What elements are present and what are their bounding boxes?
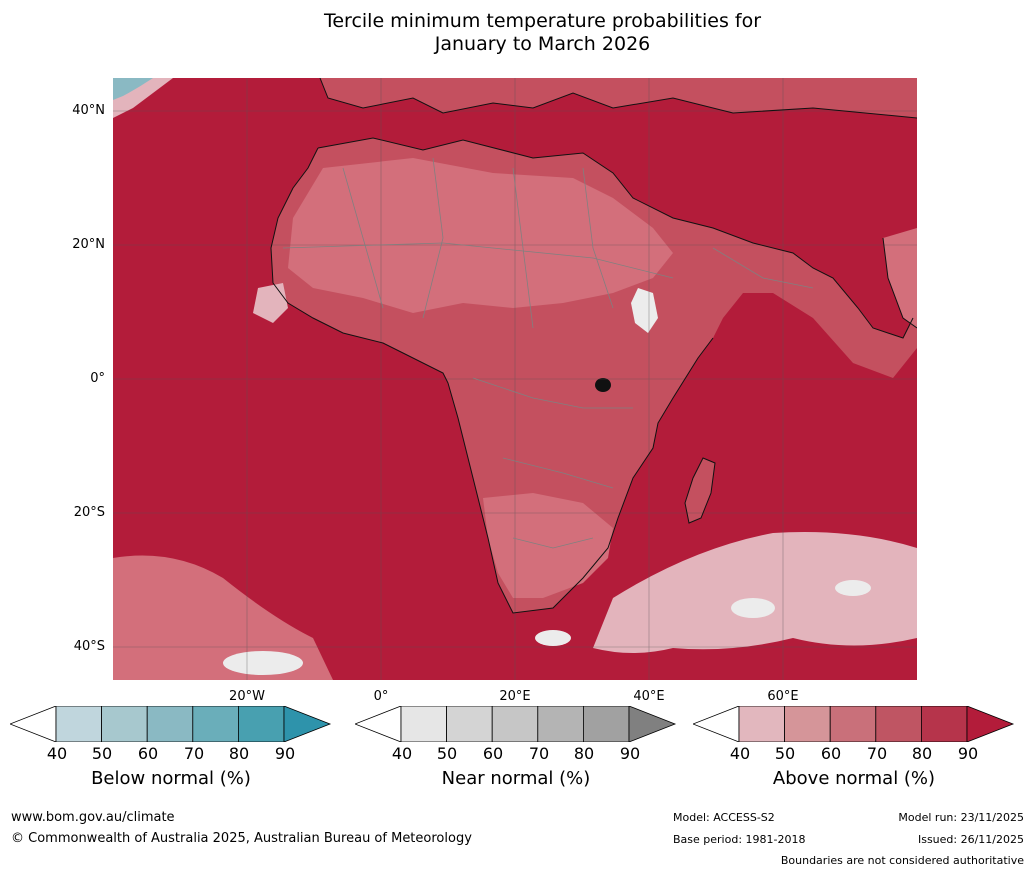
above-normal-colorbar xyxy=(693,706,1015,742)
sahara-region xyxy=(288,158,673,313)
nw-below-normal-region xyxy=(113,78,153,100)
colorbar-tick: 50 xyxy=(774,744,796,763)
colorbar-tick: 80 xyxy=(911,744,933,763)
colorbar-segment xyxy=(101,706,148,742)
lon-label-40e: 40°E xyxy=(633,689,665,704)
colorbar-low-arrow xyxy=(10,706,57,742)
website-link[interactable]: www.bom.gov.au/climate xyxy=(11,810,175,825)
colorbar-tick: 90 xyxy=(619,744,641,763)
lat-label-20s: 20°S xyxy=(73,505,105,520)
lon-label-20w: 20°W xyxy=(229,689,265,704)
title-line-2: January to March 2026 xyxy=(434,33,651,55)
near-white-spot xyxy=(731,598,775,618)
lat-label-40n: 40°N xyxy=(72,103,105,118)
colorbar-tick: 70 xyxy=(183,744,205,763)
title-line-1: Tercile minimum temperature probabilitie… xyxy=(323,10,762,32)
boundaries-disclaimer: Boundaries are not considered authoritat… xyxy=(780,854,1024,867)
model-run-text: Model run: 23/11/2025 xyxy=(898,811,1024,824)
below-normal-title: Below normal (%) xyxy=(91,768,251,789)
colorbar-low-arrow xyxy=(693,706,740,742)
colorbar-high-arrow xyxy=(628,706,677,742)
colorbar-segment xyxy=(875,706,922,742)
near-white-spot xyxy=(223,651,303,675)
colorbar-tick: 70 xyxy=(866,744,888,763)
near-white-spot xyxy=(535,630,571,646)
colorbar-segment xyxy=(920,706,968,742)
above-normal-ticks: 40 50 60 70 80 90 xyxy=(693,744,1015,763)
lon-label-0: 0° xyxy=(373,689,389,704)
colorbar-tick: 90 xyxy=(274,744,296,763)
above-normal-title: Above normal (%) xyxy=(772,768,936,789)
colorbar-tick: 80 xyxy=(573,744,595,763)
below-normal-colorbar xyxy=(10,706,332,742)
below-normal-ticks: 40 50 60 70 80 90 xyxy=(10,744,332,763)
near-normal-ticks: 40 50 60 70 80 90 xyxy=(355,744,677,763)
colorbar-tick: 60 xyxy=(820,744,842,763)
colorbar-tick: 40 xyxy=(391,744,413,763)
india-landmass xyxy=(883,228,917,328)
ethiopia-near-white-spot xyxy=(631,288,658,333)
colorbar-segment xyxy=(537,706,584,742)
colorbar-high-arrow xyxy=(283,706,332,742)
colorbar-segment xyxy=(491,706,539,742)
south-atlantic-pale-band xyxy=(113,555,333,680)
country-borders xyxy=(282,157,814,549)
colorbar-segment xyxy=(237,706,285,742)
base-period-text: Base period: 1981-2018 xyxy=(673,833,806,846)
lat-label-0: 0° xyxy=(90,371,105,386)
model-text: Model: ACCESS-S2 xyxy=(673,811,775,824)
colorbar-segment xyxy=(784,706,831,742)
colorbar-tick: 90 xyxy=(957,744,979,763)
colorbar-tick: 40 xyxy=(729,744,751,763)
colorbar-tick: 50 xyxy=(91,744,113,763)
colorbar-segment xyxy=(192,706,239,742)
colorbar-segment xyxy=(738,706,785,742)
near-white-spot xyxy=(835,580,871,596)
near-normal-colorbar xyxy=(355,706,677,742)
colorbar-segment xyxy=(829,706,877,742)
lon-label-60e: 60°E xyxy=(767,689,799,704)
issued-text: Issued: 26/11/2025 xyxy=(917,833,1024,846)
colorbar-tick: 40 xyxy=(46,744,68,763)
copyright-text: © Commonwealth of Australia 2025, Austra… xyxy=(11,831,472,846)
south-indian-pale-band xyxy=(593,532,917,653)
colorbar-segment xyxy=(55,706,102,742)
colorbar-tick: 80 xyxy=(228,744,250,763)
colorbar-tick: 60 xyxy=(482,744,504,763)
probability-map[interactable] xyxy=(113,78,917,680)
madagascar-landmass xyxy=(685,458,715,523)
colorbar-tick: 60 xyxy=(137,744,159,763)
colorbar-segment xyxy=(582,706,630,742)
colorbar-tick: 50 xyxy=(436,744,458,763)
near-normal-title: Near normal (%) xyxy=(441,768,591,789)
colorbar-segment xyxy=(400,706,447,742)
map-title: Tercile minimum temperature probabilitie… xyxy=(0,10,1035,56)
map-canvas xyxy=(113,78,917,680)
lake-victoria xyxy=(595,378,611,392)
colorbar-segment xyxy=(146,706,194,742)
coastlines xyxy=(270,78,917,614)
colorbar-high-arrow xyxy=(966,706,1015,742)
west-africa-pale-patch xyxy=(253,283,288,323)
southern-africa-region xyxy=(483,493,613,598)
colorbar-low-arrow xyxy=(355,706,402,742)
lon-label-20e: 20°E xyxy=(499,689,531,704)
lat-label-20n: 20°N xyxy=(72,237,105,252)
colorbar-segment xyxy=(446,706,493,742)
lat-label-40s: 40°S xyxy=(73,639,105,654)
colorbar-tick: 70 xyxy=(528,744,550,763)
europe-landmass xyxy=(320,78,917,118)
graticule xyxy=(113,78,917,680)
